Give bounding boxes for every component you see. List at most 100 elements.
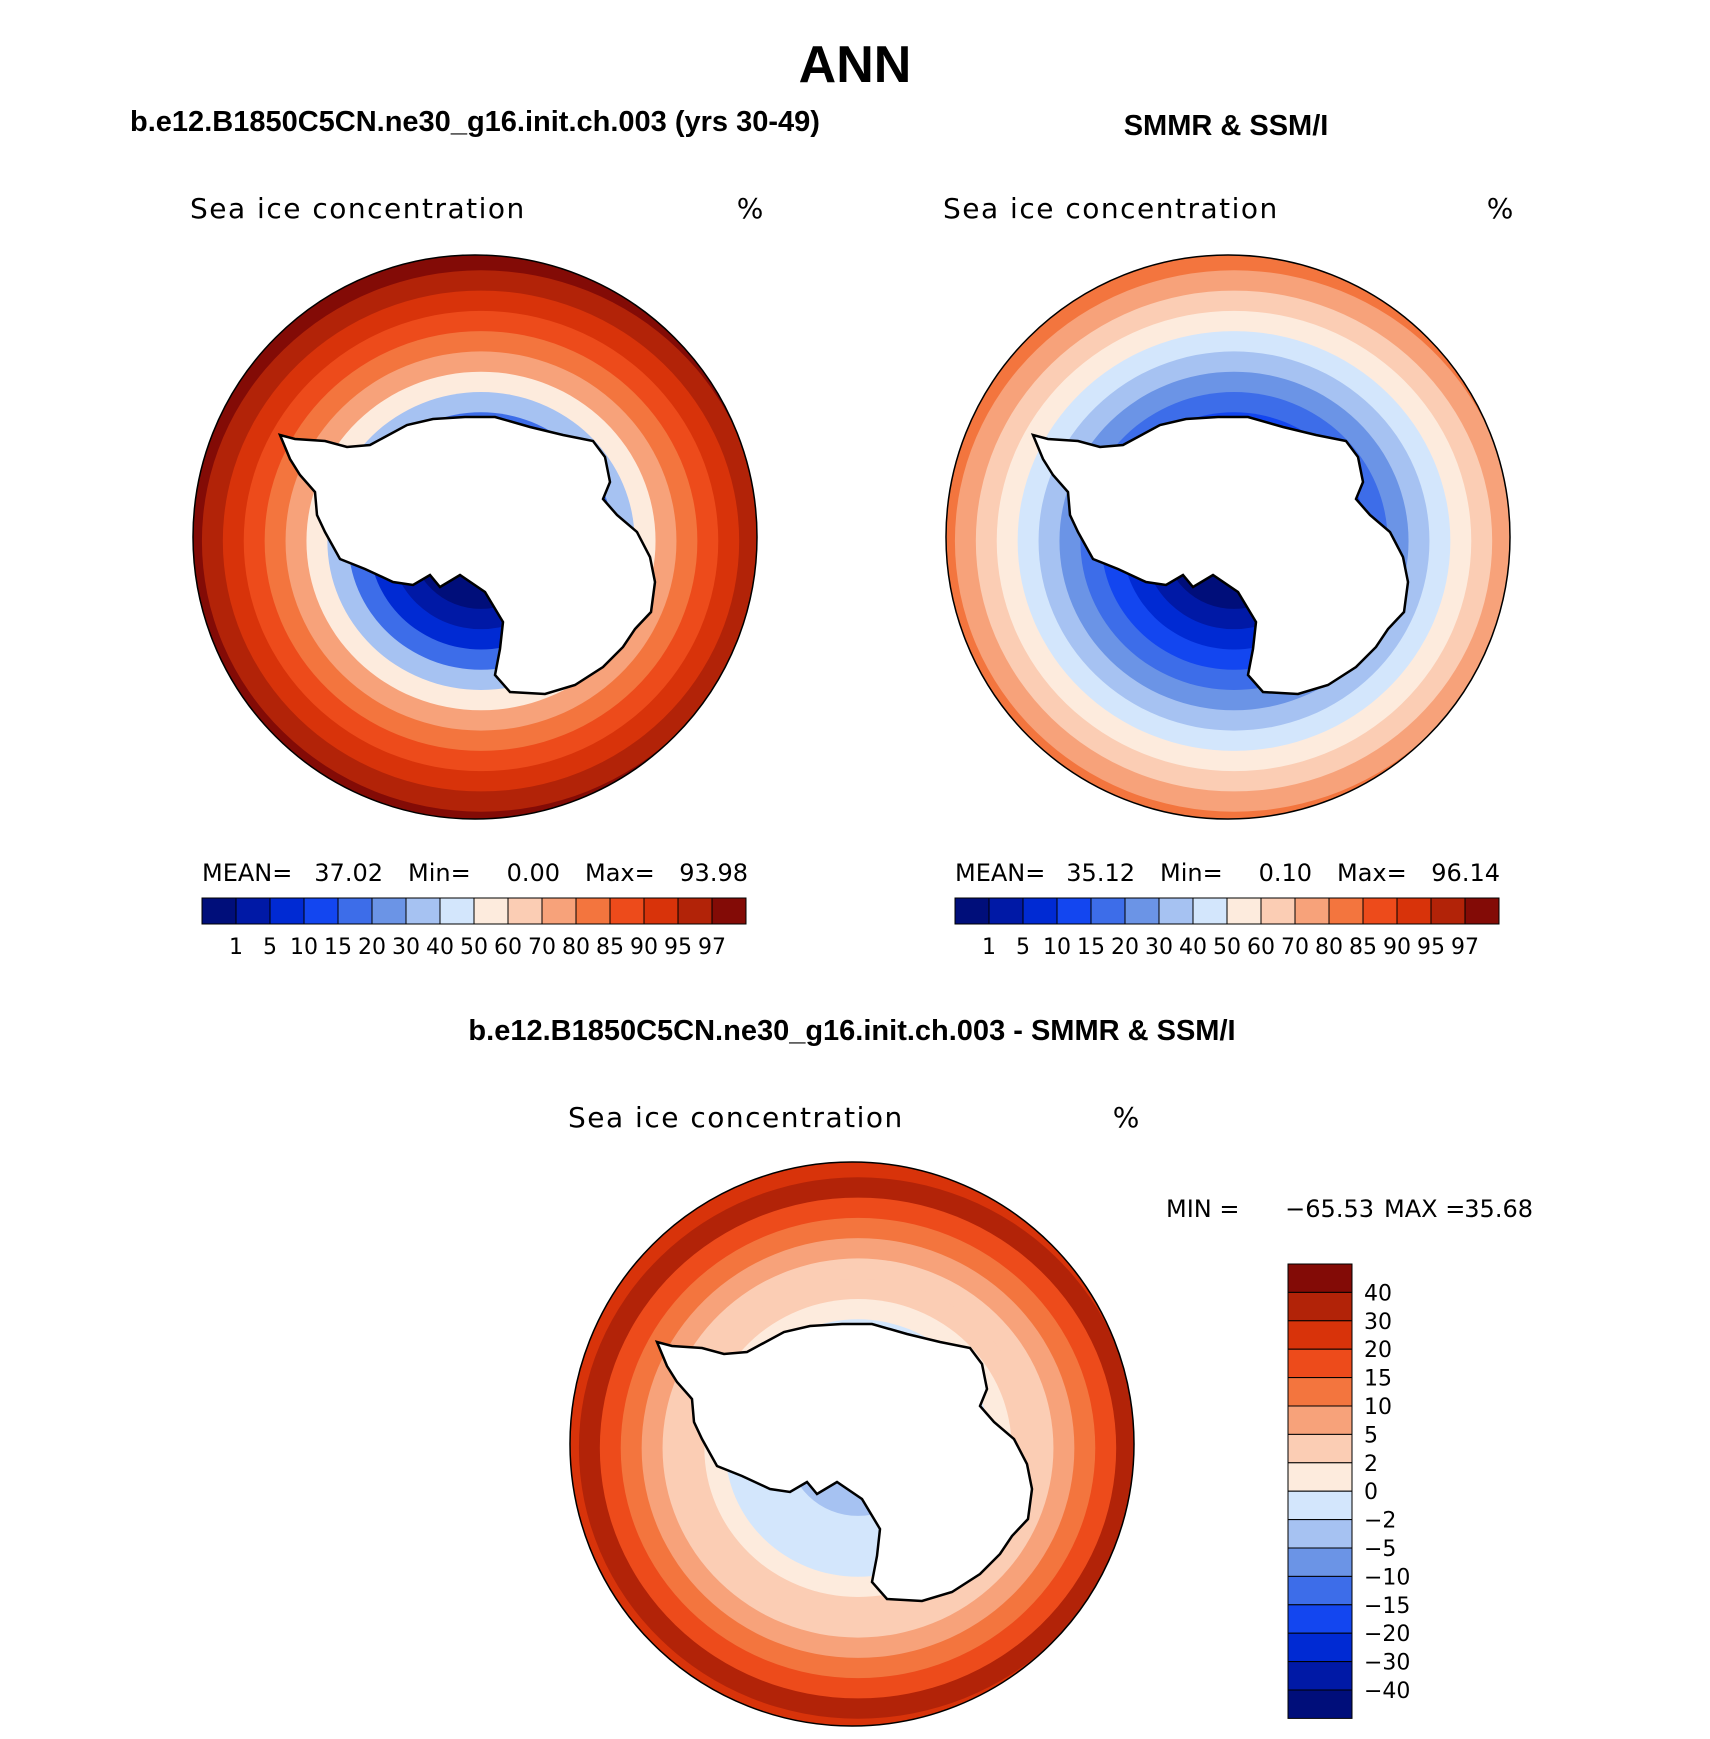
stat-max-label: MAX = <box>1384 1195 1465 1223</box>
colorbar-tick-label: −40 <box>1364 1679 1410 1704</box>
stat-mean: 35.12 <box>1066 859 1135 887</box>
antarctica-outline <box>654 1322 1034 1603</box>
colorbar-swatch <box>643 897 679 925</box>
plot-title: Sea ice concentration <box>568 1101 904 1134</box>
colorbar-swatch <box>405 897 441 925</box>
colorbar-tick-label: −30 <box>1364 1651 1410 1676</box>
colorbar-tick-label: −20 <box>1364 1622 1410 1647</box>
colorbar-swatch <box>677 897 713 925</box>
stat-max: 93.98 <box>679 859 748 887</box>
colorbar-tick-label: 1 <box>229 935 243 960</box>
colorbar-tick-label: −10 <box>1364 1565 1410 1590</box>
colorbar-swatch <box>1260 897 1296 925</box>
colorbar-swatch <box>1396 897 1432 925</box>
colorbar-tick-label: 90 <box>1383 935 1411 960</box>
colorbar-tick-label: 85 <box>1349 935 1377 960</box>
colorbar-tick-label: 20 <box>1364 1338 1392 1363</box>
colorbar-tick-label: 5 <box>1016 935 1030 960</box>
antarctica-outline <box>277 415 657 696</box>
stat-min-label: MIN = <box>1166 1195 1239 1223</box>
stat-max: 35.68 <box>1464 1195 1533 1223</box>
stat-mean-label: MEAN= <box>202 859 292 887</box>
colorbar-swatch <box>1287 1689 1353 1719</box>
colorbar-swatch <box>988 897 1024 925</box>
colorbar-swatch <box>1362 897 1398 925</box>
units-label: % <box>1487 192 1514 225</box>
colorbar-tick-label: 40 <box>426 935 454 960</box>
map-border <box>569 1161 1135 1727</box>
colorbar-tick-label: 70 <box>528 935 556 960</box>
colorbar: 1 5 10 15 20 30 40 50 60 70 80 85 90 95 97 <box>954 897 1500 960</box>
stat-min: 0.10 <box>1259 859 1312 887</box>
colorbar-swatch <box>473 897 509 925</box>
colorbar-swatch <box>1287 1462 1353 1492</box>
panel-model: b.e12.B1850C5CN.ne30_g16.init.ch.003 (yr… <box>130 106 820 960</box>
colorbar-tick-label: 15 <box>1077 935 1105 960</box>
colorbar-tick-label: 40 <box>1364 1281 1392 1306</box>
colorbar-tick-label: 15 <box>324 935 352 960</box>
colorbar-tick-label: 80 <box>1315 935 1343 960</box>
stat-min-label: Min= <box>408 859 471 887</box>
colorbar-tick-label: 80 <box>562 935 590 960</box>
colorbar-swatch <box>1192 897 1228 925</box>
stat-max-label: Max= <box>585 859 655 887</box>
figure-title: ANN <box>799 36 912 94</box>
colorbar-swatch <box>1022 897 1058 925</box>
colorbar-tick-label: 20 <box>358 935 386 960</box>
colorbar-swatch <box>1287 1263 1353 1293</box>
colorbar-swatch <box>1287 1575 1353 1606</box>
colorbar-tick-label: 95 <box>1417 935 1445 960</box>
colorbar-tick-label: 0 <box>1364 1480 1378 1505</box>
colorbar: 1 5 10 15 20 30 40 50 60 70 80 85 90 95 97 <box>201 897 747 960</box>
colorbar-swatch <box>575 897 611 925</box>
colorbar-swatch <box>439 897 475 925</box>
map-border <box>945 254 1511 820</box>
colorbar-tick-label: 30 <box>1145 935 1173 960</box>
colorbar-tick-label: 70 <box>1281 935 1309 960</box>
colorbar-tick-label: 15 <box>1364 1367 1392 1392</box>
colorbar-tick-label: 60 <box>494 935 522 960</box>
stat-max: 96.14 <box>1431 859 1500 887</box>
colorbar-tick-label: 1 <box>982 935 996 960</box>
colorbar-tick-label: 95 <box>664 935 692 960</box>
colorbar-swatch <box>541 897 577 925</box>
colorbar-swatch <box>1124 897 1160 925</box>
panel-difference: b.e12.B1850C5CN.ne30_g16.init.ch.003 - S… <box>468 1015 1533 1727</box>
colorbar-swatch <box>1226 897 1262 925</box>
colorbar-swatch <box>1287 1377 1353 1407</box>
colorbar-swatch <box>303 897 339 925</box>
colorbar-tick-label: 10 <box>1364 1395 1392 1420</box>
colorbar-swatch <box>1430 897 1466 925</box>
colorbar-swatch <box>1287 1320 1353 1350</box>
colorbar-tick-label: 90 <box>630 935 658 960</box>
stat-mean: 37.02 <box>314 859 383 887</box>
stat-mean-label: MEAN= <box>955 859 1045 887</box>
colorbar-swatch <box>201 897 237 925</box>
panel-header: SMMR & SSM/I <box>1124 110 1329 142</box>
colorbar-tick-label: 30 <box>1364 1310 1392 1335</box>
colorbar-tick-label: 97 <box>1451 935 1479 960</box>
colorbar-swatch <box>1287 1661 1353 1691</box>
colorbar-swatch <box>609 897 645 925</box>
stat-max-label: Max= <box>1337 859 1407 887</box>
colorbar-tick-label: −15 <box>1364 1594 1410 1619</box>
colorbar-tick-label: 10 <box>290 935 318 960</box>
colorbar-tick-label: −5 <box>1364 1537 1396 1562</box>
panel-header: b.e12.B1850C5CN.ne30_g16.init.ch.003 (yr… <box>130 106 820 138</box>
stat-min: 0.00 <box>507 859 560 887</box>
colorbar-swatch <box>337 897 373 925</box>
panel-header: b.e12.B1850C5CN.ne30_g16.init.ch.003 - S… <box>468 1015 1235 1047</box>
colorbar-swatch <box>1294 897 1330 925</box>
colorbar-tick-label: 10 <box>1043 935 1071 960</box>
units-label: % <box>737 192 764 225</box>
colorbar-tick-label: 50 <box>1213 935 1241 960</box>
colorbar-tick-label: 97 <box>698 935 726 960</box>
colorbar-swatch <box>1287 1405 1353 1435</box>
colorbar-tick-label: 50 <box>460 935 488 960</box>
plot-title: Sea ice concentration <box>943 192 1279 225</box>
colorbar-tick-label: 40 <box>1179 935 1207 960</box>
colorbar-swatch <box>1287 1632 1353 1663</box>
panel-observations: SMMR & SSM/I Sea ice concentration % MEA… <box>943 110 1514 960</box>
